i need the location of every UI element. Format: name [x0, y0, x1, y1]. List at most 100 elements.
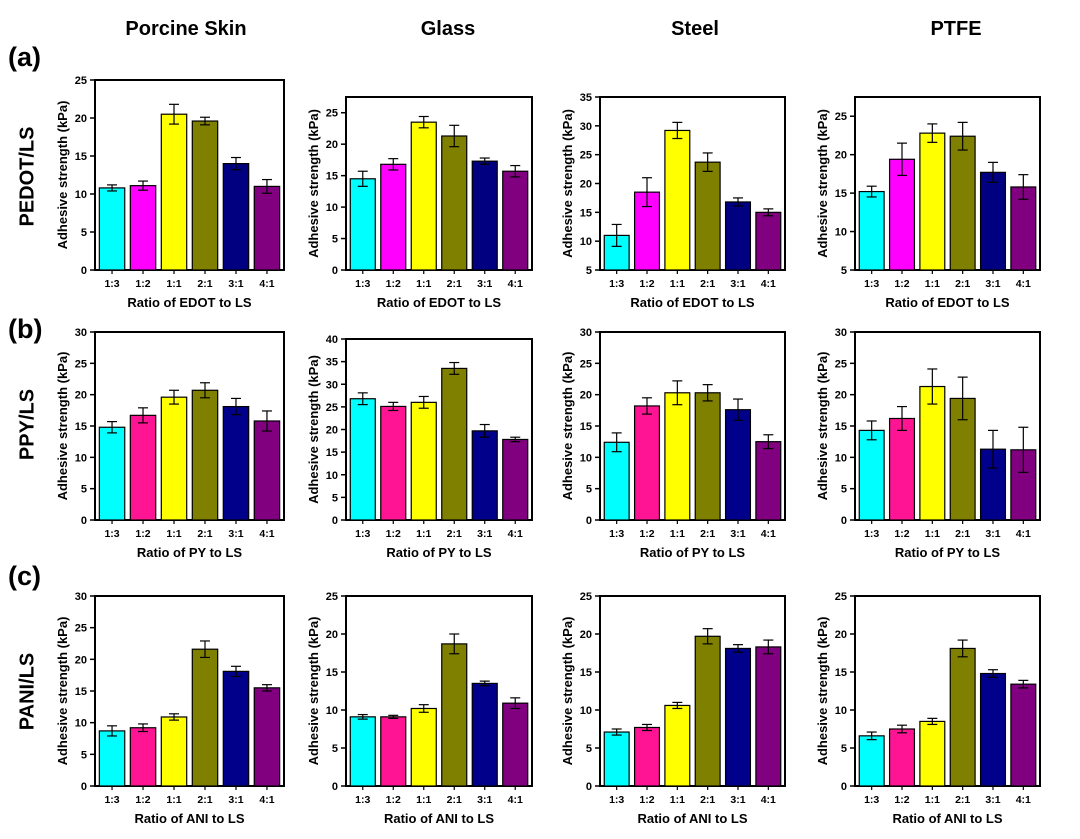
chart-0-2-xtick-label-5: 4:1	[761, 278, 776, 290]
chart-2-2-ytick-label-3: 15	[580, 667, 592, 679]
chart-0-1-frame	[345, 96, 533, 271]
chart-1-0-ytick-label-0: 0	[81, 515, 87, 527]
chart-0-1-ytick-label-3: 15	[326, 171, 338, 183]
chart-0-1-ytick-label-0: 0	[332, 265, 338, 277]
chart-1-2-bar-1	[633, 405, 661, 521]
chart-0-2-ylabel: Adhesive strength (kPa)	[560, 109, 575, 258]
chart-2-3-ylabel: Adhesive strength (kPa)	[815, 617, 830, 766]
chart-2-2-ytick-label-0: 0	[586, 781, 592, 793]
chart-2-0-ytick-label-0: 0	[81, 781, 87, 793]
chart-2-3-bar-3	[949, 647, 976, 787]
chart-2-0-xtick-label-2: 1:1	[166, 794, 181, 806]
chart-1-1-xlabel: Ratio of PY to LS	[386, 545, 492, 560]
chart-2-0-xtick-label-3: 2:1	[197, 794, 212, 806]
chart-0-3-xlabel: Ratio of EDOT to LS	[885, 295, 1010, 310]
chart-0-0-bar-5	[253, 185, 281, 271]
chart-2-0-bar-5	[253, 687, 281, 787]
chart-2-0-ytick-label-6: 30	[75, 591, 87, 603]
chart-2-0-xtick-label-0: 1:3	[104, 794, 119, 806]
chart-0-0-ylabel: Adhesive strength (kPa)	[55, 101, 70, 250]
chart-0-3-ytick-label-3: 20	[835, 150, 847, 162]
chart-0-1-bar-0	[349, 178, 376, 271]
chart-2-0-bar-1	[129, 727, 157, 787]
chart-2-1-bar-4	[471, 682, 498, 787]
chart-1-0-bar-4	[222, 405, 250, 521]
chart-1-1-bar-5	[502, 438, 529, 521]
chart-1-3-xtick-label-3: 2:1	[955, 528, 970, 540]
chart-0-2-xtick-label-4: 3:1	[730, 278, 745, 290]
chart-2-3-bar-1	[888, 728, 916, 787]
chart-1-2-ytick-label-4: 20	[580, 390, 592, 402]
chart-1-3-xtick-label-0: 1:3	[864, 528, 879, 540]
chart-2-0-bar-2	[160, 716, 188, 787]
chart-0-1-ytick-label-2: 10	[326, 202, 338, 214]
chart-1-2-xtick-label-0: 1:3	[609, 528, 624, 540]
chart-1-1-ytick-label-8: 40	[326, 334, 338, 346]
chart-2-0-xtick-label-5: 4:1	[259, 794, 274, 806]
chart-2-1-ytick-label-1: 5	[332, 743, 338, 755]
chart-1-0-xtick-label-5: 4:1	[259, 528, 274, 540]
chart-1-3-ytick-label-5: 25	[835, 358, 847, 370]
chart-2-0-ytick-label-1: 5	[81, 749, 87, 761]
chart-1-2-ytick-label-2: 10	[580, 452, 592, 464]
chart-0-2-bar-5	[755, 211, 782, 271]
chart-1-2-bar-0	[603, 441, 630, 521]
chart-1-1-bar-4	[471, 430, 498, 521]
chart-1-0-bar-0	[98, 426, 126, 521]
chart-0-1-ytick-label-5: 25	[326, 108, 338, 120]
chart-1-3-xtick-label-5: 4:1	[1016, 528, 1031, 540]
chart-0-1-xtick-label-3: 2:1	[447, 278, 462, 290]
chart-0-2-ytick-label-3: 20	[580, 179, 592, 191]
chart-2-2-ytick-label-2: 10	[580, 705, 592, 717]
chart-0-1-xtick-label-4: 3:1	[477, 278, 492, 290]
chart-0-0-ytick-label-2: 10	[75, 189, 87, 201]
chart-0-3-xtick-label-5: 4:1	[1016, 278, 1031, 290]
chart-1-0-bar-5	[253, 420, 281, 521]
chart-1-1-xtick-label-3: 2:1	[447, 528, 462, 540]
chart-2-3-ytick-label-4: 20	[835, 629, 847, 641]
chart-2-0-ytick-label-5: 25	[75, 623, 87, 635]
chart-2-0-xlabel: Ratio of ANI to LS	[134, 811, 244, 826]
chart-0-3-xtick-label-2: 1:1	[925, 278, 940, 290]
chart-1-1-bar-2	[410, 401, 437, 521]
chart-0-2-ytick-label-0: 5	[586, 265, 592, 277]
panel-label-b: (b)	[8, 314, 43, 344]
chart-2-2-bar-5	[755, 646, 782, 787]
chart-0-0-ytick-label-3: 15	[75, 151, 87, 163]
chart-0-3-bar-4	[979, 171, 1007, 271]
chart-0-2-bar-4	[724, 201, 752, 271]
chart-2-2-ylabel: Adhesive strength (kPa)	[560, 617, 575, 766]
chart-1-1-ytick-label-7: 35	[326, 357, 338, 369]
chart-1-3-xlabel: Ratio of PY to LS	[895, 545, 1001, 560]
chart-2-3-xlabel: Ratio of ANI to LS	[892, 811, 1002, 826]
chart-2-2-xtick-label-3: 2:1	[700, 794, 715, 806]
chart-0-1-xtick-label-5: 4:1	[508, 278, 523, 290]
chart-2-3-xtick-label-2: 1:1	[925, 794, 940, 806]
chart-0-0-xtick-label-2: 1:1	[166, 278, 181, 290]
chart-0-3-frame	[854, 96, 1041, 271]
chart-0-0-frame	[94, 79, 285, 271]
chart-2-2-bar-2	[664, 704, 691, 787]
chart-1-3-bar-1	[888, 417, 916, 521]
chart-1-2-bar-4	[724, 409, 752, 521]
column-title-ptfe: PTFE	[930, 18, 982, 40]
chart-2-3-xtick-label-3: 2:1	[955, 794, 970, 806]
chart-2-3-bar-0	[858, 735, 885, 787]
chart-2-2-ytick-label-1: 5	[586, 743, 592, 755]
chart-2-1-ytick-label-0: 0	[332, 781, 338, 793]
chart-0-1-ylabel: Adhesive strength (kPa)	[306, 109, 321, 258]
chart-1-2-xtick-label-3: 2:1	[700, 528, 715, 540]
chart-1-3-bar-0	[858, 429, 885, 521]
chart-2-2-xtick-label-1: 1:2	[639, 794, 654, 806]
chart-2-3-xtick-label-4: 3:1	[985, 794, 1000, 806]
chart-2-3-ytick-label-0: 0	[841, 781, 847, 793]
chart-1-2-xtick-label-4: 3:1	[730, 528, 745, 540]
chart-0-2-xlabel: Ratio of EDOT to LS	[630, 295, 755, 310]
chart-0-0-xtick-label-1: 1:2	[135, 278, 150, 290]
chart-0-2-ytick-label-5: 30	[580, 121, 592, 133]
chart-1-1-ytick-label-5: 25	[326, 402, 338, 414]
chart-1-0-xtick-label-1: 1:2	[135, 528, 150, 540]
chart-2-0-bar-4	[222, 670, 250, 787]
chart-0-3-xtick-label-0: 1:3	[864, 278, 879, 290]
chart-0-0-xtick-label-3: 2:1	[197, 278, 212, 290]
